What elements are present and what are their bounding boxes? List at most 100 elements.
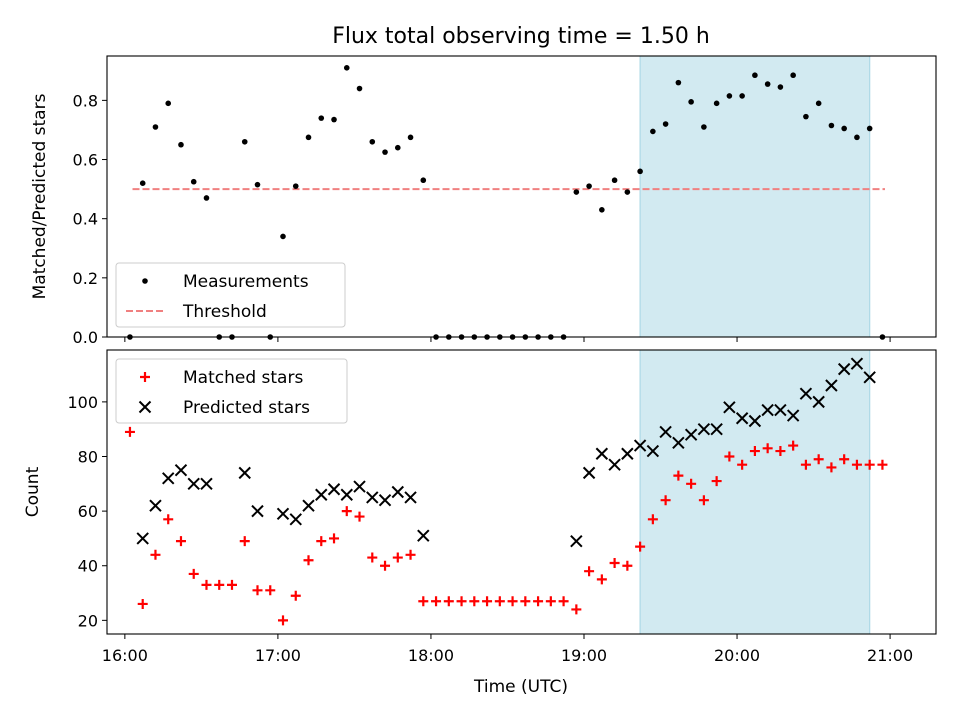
data-point: [382, 149, 388, 155]
data-point: [803, 113, 809, 120]
x-tick-label: 18:00: [408, 646, 454, 665]
data-point-x: [315, 488, 328, 501]
y-tick-label: 0.2: [73, 269, 98, 288]
data-point-plus: [124, 426, 135, 437]
legend-entry: Measurements: [142, 272, 309, 292]
data-point-plus: [558, 596, 569, 607]
data-point-plus: [188, 568, 199, 579]
data-point-x: [238, 466, 251, 480]
data-point-plus: [380, 560, 391, 571]
data-point-plus: [482, 596, 493, 607]
legend: Measurements Threshold: [115, 262, 346, 328]
data-point-plus: [749, 446, 760, 457]
count-panel: 20 40 60 80 100 16:00 17:00 18:00 19:00 20:00 21:0…: [23, 349, 937, 665]
data-point: [713, 100, 720, 107]
data-point-x: [174, 463, 188, 477]
data-point-plus: [864, 459, 875, 470]
data-point: [739, 93, 745, 99]
data-point: [624, 189, 631, 195]
x-tick-label: 21:00: [867, 646, 913, 665]
data-point-plus: [303, 555, 314, 566]
data-point-plus: [341, 506, 352, 517]
data-point-x: [723, 401, 736, 414]
data-point-plus: [533, 596, 544, 607]
data-point-x: [340, 488, 353, 501]
data-point-plus: [443, 596, 454, 607]
data-point-plus: [762, 443, 773, 454]
data-point-x: [378, 493, 392, 507]
data-point-plus: [354, 511, 365, 522]
data-point-plus: [839, 454, 850, 465]
data-point-plus: [660, 495, 671, 506]
data-point: [356, 85, 363, 92]
data-point-x: [684, 428, 698, 441]
data-point-plus: [278, 615, 289, 626]
data-point-x: [276, 507, 290, 521]
data-point-plus: [686, 478, 697, 489]
data-point: [586, 183, 592, 189]
y-axis-label: Matched/Predicted stars: [30, 93, 50, 299]
legend-label: Matched stars: [183, 368, 303, 388]
data-point: [318, 115, 325, 121]
data-point: [828, 122, 835, 129]
legend-box: [115, 262, 346, 328]
data-point-plus: [609, 558, 620, 568]
data-point-plus: [469, 596, 480, 607]
data-point-x: [748, 414, 762, 428]
data-point: [241, 138, 248, 145]
series-predicted-stars: [136, 357, 876, 548]
legend: Matched stars Predicted stars: [115, 358, 348, 424]
legend-box: [115, 358, 348, 424]
data-point-plus: [788, 440, 799, 451]
data-point-x: [366, 491, 379, 504]
data-point-x: [672, 436, 685, 450]
data-point-x: [633, 439, 647, 452]
data-point-x: [570, 534, 583, 548]
data-point-plus: [175, 536, 186, 547]
data-point-x: [391, 485, 404, 499]
data-point-x: [417, 529, 430, 542]
legend-marker-plus: [140, 372, 150, 382]
data-point: [790, 72, 796, 79]
data-point: [688, 99, 694, 105]
data-point-x: [621, 447, 634, 460]
data-point: [637, 168, 643, 175]
data-point-plus: [507, 596, 518, 607]
data-point-x: [251, 504, 264, 518]
data-point: [815, 100, 822, 107]
data-point-plus: [201, 579, 212, 590]
data-point: [254, 181, 261, 188]
data-point-plus: [698, 495, 709, 506]
data-point-x: [799, 387, 813, 400]
data-point-x: [162, 472, 175, 485]
data-point-x: [825, 379, 838, 392]
data-point-x: [327, 483, 341, 496]
axes-frame: [106, 349, 937, 635]
data-point-plus: [290, 590, 301, 601]
data-point-plus: [584, 566, 595, 577]
data-point: [343, 65, 350, 71]
data-point-plus: [851, 459, 862, 470]
data-point-plus: [456, 596, 467, 607]
data-point-plus: [405, 549, 416, 560]
figure-title: Flux total observing time = 1.50 h: [332, 24, 710, 49]
data-point-plus: [494, 596, 505, 607]
data-point-plus: [226, 579, 237, 590]
data-point-plus: [622, 560, 633, 571]
data-point: [599, 207, 605, 213]
axes-frame: [106, 55, 937, 338]
data-point-plus: [724, 451, 735, 462]
data-point: [854, 134, 860, 141]
data-point: [841, 125, 847, 132]
y-tick-label: 100: [67, 393, 98, 412]
y-tick-label: 0.6: [73, 151, 98, 170]
series-measurements: [127, 65, 886, 340]
x-tick-label: 16:00: [102, 646, 148, 665]
data-point: [573, 189, 580, 195]
data-point-x: [187, 477, 200, 491]
data-point: [152, 124, 159, 130]
data-point: [662, 121, 669, 127]
data-point: [407, 134, 414, 141]
data-point-plus: [520, 596, 531, 607]
